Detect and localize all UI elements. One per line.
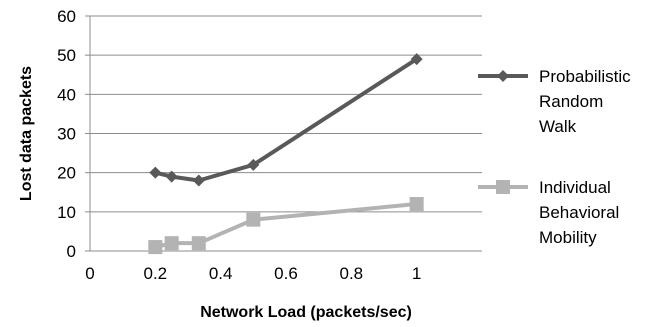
y-tick-label: 60 [57,7,76,26]
data-point [165,170,178,183]
x-tick-label: 0.6 [274,264,298,283]
legend-label: Mobility [539,228,597,247]
data-point [192,174,205,187]
x-tick-label: 0.4 [209,264,233,283]
data-point [247,158,260,171]
y-tick-label: 10 [57,203,76,222]
legend-marker [497,70,509,82]
y-tick-label: 20 [57,164,76,183]
legend-entry: Individual Behavioral Mobility [478,178,619,247]
x-tick-label: 0.2 [144,264,168,283]
y-tick-labels: 0 10 20 30 40 50 60 [57,7,76,261]
legend: Probabilistic Random Walk Individual Behavio… [478,67,631,247]
data-point [149,166,162,179]
data-point [410,53,423,66]
gridlines [90,15,482,213]
data-point [164,236,179,251]
legend-label: Walk [539,117,577,136]
y-tick-label: 0 [67,242,76,261]
legend-marker [496,180,510,194]
legend-label: Random [539,92,603,111]
legend-label: Probabilistic [539,67,631,86]
y-tick-label: 30 [57,125,76,144]
legend-label: Behavioral [539,203,619,222]
series-probabilistic-random-walk [149,53,423,187]
legend-label: Individual [539,178,611,197]
data-point [148,240,163,255]
x-tick-label: 0 [85,264,94,283]
y-tick-label: 50 [57,46,76,65]
series-layer [148,53,424,255]
x-axis-title: Network Load (packets/sec) [200,304,412,321]
x-tick-label: 1 [412,264,421,283]
data-point [246,212,261,227]
x-tick-label: 0.8 [340,264,364,283]
series-line [154,57,418,183]
data-point [191,236,206,251]
data-point [409,197,424,211]
series-individual-behavioral-mobility [148,197,424,255]
x-tick-labels: 0 0.2 0.4 0.6 0.8 1 [85,264,421,283]
y-tick-label: 40 [57,85,76,104]
legend-entry: Probabilistic Random Walk [478,67,631,136]
y-axis-title: Lost data packets [18,66,35,201]
